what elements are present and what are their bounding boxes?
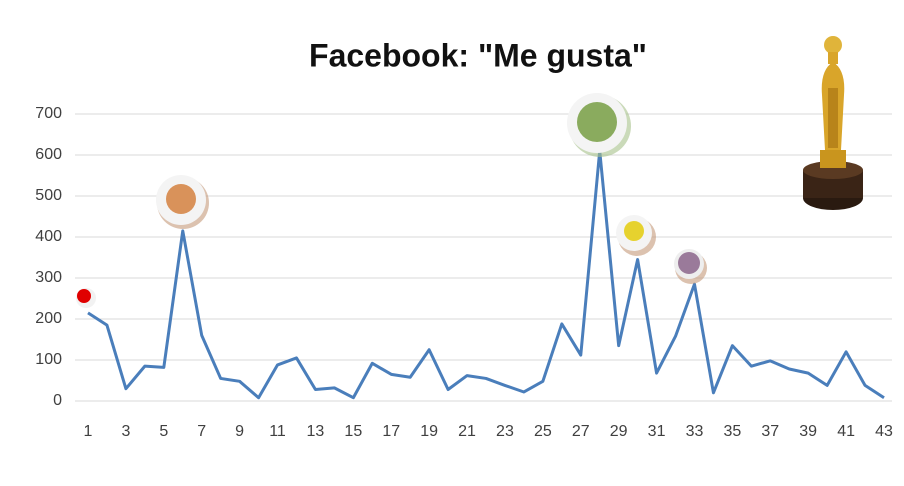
y-tick-label: 500 xyxy=(35,187,62,204)
y-tick-label: 100 xyxy=(35,351,62,368)
marker xyxy=(77,289,91,303)
x-tick-label: 27 xyxy=(572,423,590,440)
data-line xyxy=(87,149,885,400)
chart-title: Facebook: "Me gusta" xyxy=(309,37,647,73)
x-tick-label: 5 xyxy=(159,423,168,440)
x-tick-label: 1 xyxy=(84,423,93,440)
x-tick-label: 11 xyxy=(269,423,286,440)
y-tick-label: 600 xyxy=(35,146,62,163)
marker xyxy=(577,102,617,142)
x-tick-label: 17 xyxy=(382,423,400,440)
x-tick-label: 37 xyxy=(761,423,779,440)
x-tick-label: 31 xyxy=(648,423,666,440)
highlight-markers xyxy=(76,93,707,308)
y-tick-label: 0 xyxy=(53,392,62,409)
marker xyxy=(166,184,196,214)
x-tick-label: 25 xyxy=(534,423,552,440)
marker xyxy=(678,252,700,274)
x-tick-label: 13 xyxy=(307,423,325,440)
x-tick-label: 29 xyxy=(610,423,628,440)
x-tick-label: 23 xyxy=(496,423,514,440)
x-tick-label: 35 xyxy=(723,423,741,440)
y-tick-label: 700 xyxy=(35,105,62,122)
x-tick-label: 19 xyxy=(420,423,438,440)
oscar-statuette xyxy=(803,36,863,210)
x-tick-label: 15 xyxy=(344,423,362,440)
x-tick-label: 21 xyxy=(458,423,476,440)
marker xyxy=(624,221,644,241)
x-tick-label: 39 xyxy=(799,423,817,440)
x-tick-label: 41 xyxy=(837,423,855,440)
x-tick-label: 3 xyxy=(121,423,130,440)
y-tick-label: 400 xyxy=(35,228,62,245)
x-tick-label: 7 xyxy=(197,423,206,440)
x-tick-label: 9 xyxy=(235,423,244,440)
x-tick-label: 43 xyxy=(875,423,893,440)
x-tick-label: 33 xyxy=(686,423,704,440)
y-tick-label: 200 xyxy=(35,310,62,327)
y-tick-label: 300 xyxy=(35,269,62,286)
